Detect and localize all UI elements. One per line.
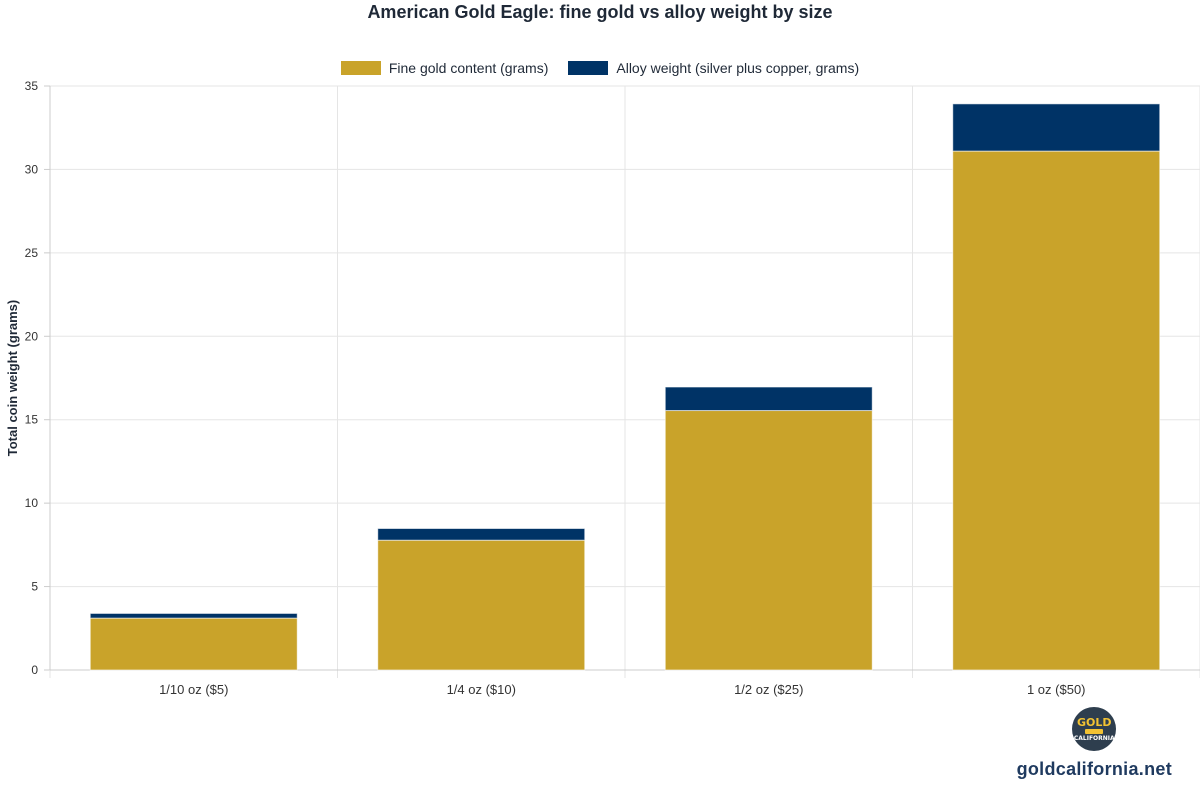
x-category-label: 1 oz ($50) <box>1027 682 1086 697</box>
x-category-label: 1/2 oz ($25) <box>734 682 803 697</box>
bar-fine-gold <box>377 539 586 671</box>
logo-word: GOLD <box>1077 715 1112 729</box>
logo-sub: CALIFORNIA <box>1073 734 1115 742</box>
y-tick-label: 35 <box>25 79 39 93</box>
bar-alloy <box>89 612 298 619</box>
bar-fine-gold <box>952 150 1161 671</box>
y-tick-label: 5 <box>31 580 38 594</box>
bar-fine-gold <box>664 410 873 671</box>
bar-fine-gold <box>89 617 298 671</box>
y-tick-label: 30 <box>25 162 39 176</box>
legend-swatch-fine-gold <box>340 61 381 75</box>
gold-bar-icon <box>1085 728 1104 734</box>
bar-alloy <box>952 103 1161 152</box>
legend-item-alloy[interactable]: Alloy weight (silver plus copper, grams) <box>568 60 859 76</box>
legend: Fine gold content (grams) Alloy weight (… <box>0 60 1200 76</box>
gold-california-logo: GOLD CALIFORNIA <box>1072 707 1117 751</box>
y-tick-label: 20 <box>25 329 39 343</box>
y-tick-label: 15 <box>25 413 39 427</box>
x-category-label: 1/4 oz ($10) <box>447 682 516 697</box>
y-tick-label: 10 <box>25 496 39 510</box>
y-tick-label: 25 <box>25 246 39 260</box>
legend-label-alloy: Alloy weight (silver plus copper, grams) <box>616 60 860 76</box>
y-axis-title: Total coin weight (grams) <box>5 300 20 457</box>
chart-title: American Gold Eagle: fine gold vs alloy … <box>367 2 833 22</box>
y-tick-label: 0 <box>31 663 38 677</box>
x-category-label: 1/10 oz ($5) <box>159 682 228 697</box>
legend-label-fine-gold: Fine gold content (grams) <box>388 60 549 76</box>
brand-block: GOLD CALIFORNIA goldcalifornia.net <box>1017 707 1172 780</box>
brand-url[interactable]: goldcalifornia.net <box>1016 759 1172 779</box>
bar-alloy <box>377 528 586 541</box>
legend-swatch-alloy <box>568 61 609 75</box>
bar-alloy <box>664 386 873 412</box>
legend-item-fine-gold[interactable]: Fine gold content (grams) <box>340 60 549 76</box>
